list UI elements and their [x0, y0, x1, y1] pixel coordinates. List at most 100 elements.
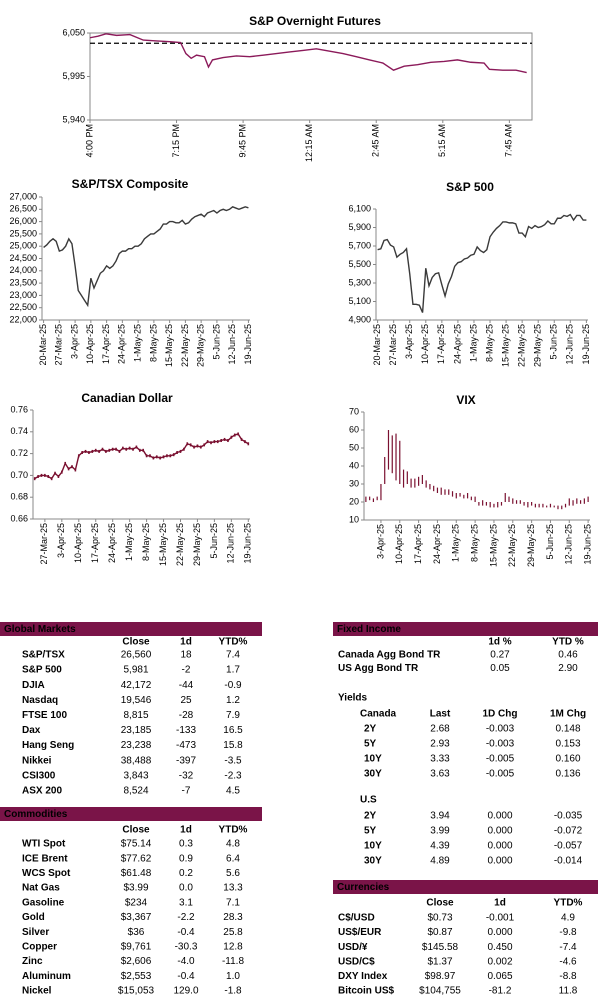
x-tick-label: 5-Jun-25 — [545, 524, 555, 560]
cell: 0.05 — [490, 663, 510, 674]
y-tick-label: 0.66 — [10, 513, 28, 523]
y-tick-label: 6,050 — [62, 27, 85, 37]
x-tick-label: 5-Jun-25 — [211, 324, 221, 360]
cell: 3.33 — [430, 753, 450, 764]
x-tick-label: 29-May-25 — [196, 324, 206, 367]
x-tick-label: 19-Jun-25 — [582, 524, 592, 565]
x-tick-label: 12-Jun-25 — [226, 523, 236, 564]
row-label: 5Y — [364, 739, 377, 750]
row-label: Dax — [22, 725, 41, 736]
cell: 16.5 — [223, 725, 243, 736]
point-marker — [176, 451, 178, 455]
cell: 2.93 — [430, 739, 450, 750]
x-tick-label: 7:15 PM — [171, 124, 181, 158]
point-marker — [118, 449, 121, 453]
x-tick-label: 4:00 PM — [84, 124, 94, 158]
cell: 13.3 — [223, 883, 243, 894]
cell: 0.2 — [179, 868, 193, 879]
row-label: 2Y — [364, 811, 377, 822]
row-label: WCS Spot — [22, 868, 71, 879]
table-title: Fixed Income — [337, 624, 401, 635]
point-marker — [33, 477, 36, 481]
y-tick-label: 5,700 — [348, 240, 371, 250]
cell: 0.46 — [558, 650, 578, 661]
y-tick-label: 5,940 — [62, 114, 85, 124]
x-tick-label: 15-May-25 — [488, 524, 498, 567]
point-marker — [206, 440, 209, 444]
y-tick-label: 60 — [349, 424, 359, 434]
point-marker — [67, 467, 70, 471]
cell: -44 — [179, 680, 194, 691]
cell: -0.057 — [554, 840, 583, 851]
column-header: 1d — [180, 825, 192, 836]
point-marker — [84, 449, 87, 453]
column-header: 1D Chg — [483, 709, 518, 720]
cell: 26,560 — [121, 650, 152, 661]
x-tick-label: 10-Apr-25 — [85, 324, 95, 364]
cell: -32 — [179, 770, 194, 781]
chart-title: S&P/TSX Composite — [72, 177, 189, 191]
point-marker — [186, 442, 189, 446]
point-marker — [244, 440, 246, 444]
y-tick-label: 26,000 — [9, 216, 37, 226]
cell: 8,524 — [123, 786, 148, 797]
row-label: WTI Spot — [22, 839, 66, 850]
x-tick-label: 5:15 AM — [437, 124, 447, 157]
cell: 25 — [180, 695, 192, 706]
cell: -0.005 — [486, 753, 515, 764]
row-label: S&P/TSX — [22, 650, 65, 661]
cell: 38,488 — [121, 755, 152, 766]
x-tick-label: 27-Mar-25 — [39, 523, 49, 565]
cell: 4.5 — [226, 786, 240, 797]
x-tick-label: 8-May-25 — [469, 524, 479, 562]
group-name: U.S — [360, 795, 377, 806]
row-label: 10Y — [364, 753, 382, 764]
x-tick-label: 20-Mar-25 — [38, 324, 48, 366]
column-header: YTD % — [552, 637, 584, 648]
y-tick-label: 5,900 — [348, 222, 371, 232]
cell: $0.87 — [427, 927, 452, 938]
cell: 28.3 — [223, 912, 243, 923]
cell: 5.6 — [226, 868, 240, 879]
row-label: Nasdaq — [22, 695, 58, 706]
x-tick-label: 12-Jun-25 — [565, 324, 575, 365]
cell: 0.136 — [555, 768, 580, 779]
cell: -0.4 — [177, 971, 195, 982]
x-tick-label: 10-Apr-25 — [394, 524, 404, 564]
x-tick-label: 22-May-25 — [517, 324, 527, 367]
point-marker — [152, 456, 155, 460]
point-marker — [64, 461, 67, 465]
point-marker — [77, 454, 80, 458]
y-tick-label: 0.72 — [10, 448, 28, 458]
x-tick-label: 3-Apr-25 — [69, 324, 79, 359]
cell: $3,367 — [121, 912, 152, 923]
x-tick-label: 12-Jun-25 — [564, 524, 574, 565]
x-tick-label: 3-Apr-25 — [404, 324, 414, 359]
x-tick-label: 19-Jun-25 — [243, 324, 253, 365]
point-marker — [216, 440, 219, 444]
cell: 3,843 — [123, 770, 148, 781]
point-marker — [230, 435, 233, 439]
y-tick-label: 30 — [349, 478, 359, 488]
point-marker — [57, 474, 60, 478]
point-marker — [155, 455, 158, 459]
x-tick-label: 1-May-25 — [132, 324, 142, 362]
cell: -0.003 — [486, 739, 515, 750]
row-label: 30Y — [364, 855, 382, 866]
column-header: Close — [122, 637, 150, 648]
point-marker — [61, 470, 63, 474]
cell: -0.001 — [486, 913, 515, 924]
cell: -81.2 — [489, 986, 512, 997]
cell: -133 — [176, 725, 196, 736]
cell: 42,172 — [121, 680, 152, 691]
x-tick-label: 24-Apr-25 — [117, 324, 127, 364]
x-tick-label: 29-May-25 — [526, 524, 536, 567]
column-header: YTD% — [219, 637, 248, 648]
y-tick-label: 27,000 — [9, 191, 37, 201]
y-tick-label: 5,100 — [348, 296, 371, 306]
x-tick-label: 1-May-25 — [451, 524, 461, 562]
cell: -3.5 — [224, 755, 242, 766]
row-label: Silver — [22, 927, 49, 938]
column-header: 1d % — [488, 637, 511, 648]
